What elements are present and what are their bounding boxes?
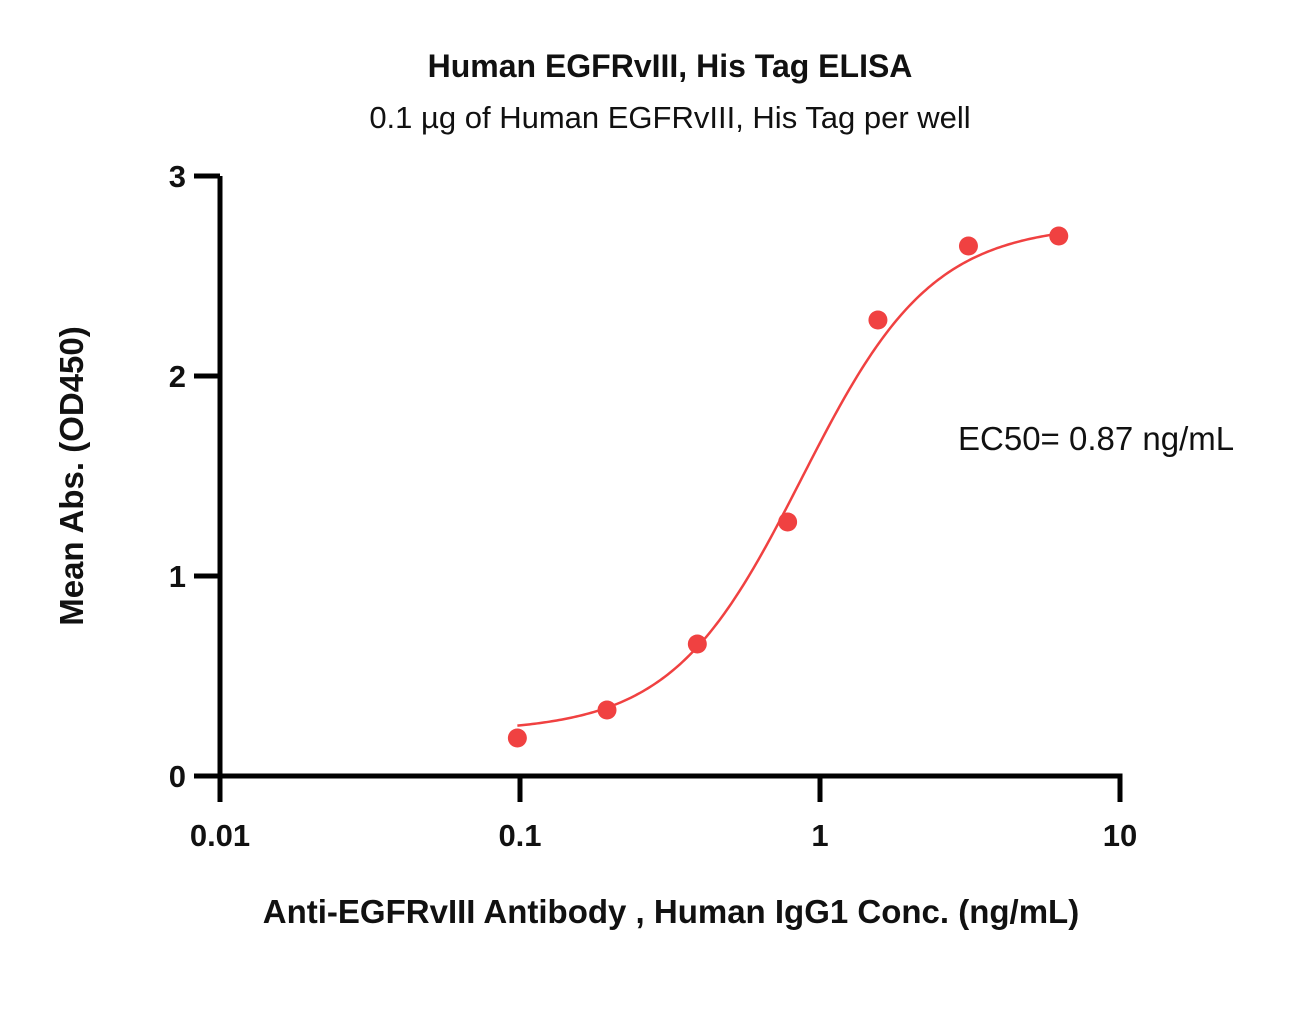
y-tick-label: 2 bbox=[169, 359, 186, 394]
data-point bbox=[1049, 226, 1069, 246]
data-point bbox=[958, 236, 978, 256]
axes: 0 1 2 3 0.01 0.1 1 10 bbox=[169, 159, 1137, 853]
fit-curve bbox=[517, 232, 1059, 727]
chart-title: Human EGFRvIII, His Tag ELISA bbox=[427, 48, 913, 84]
data-point bbox=[597, 700, 617, 720]
data-point bbox=[687, 634, 707, 654]
y-tick-label: 1 bbox=[169, 559, 186, 594]
x-tick-label: 1 bbox=[811, 818, 828, 853]
data-point bbox=[778, 512, 798, 532]
data-points bbox=[507, 226, 1069, 748]
x-tick-label: 10 bbox=[1103, 818, 1137, 853]
chart-subtitle: 0.1 µg of Human EGFRvIII, His Tag per we… bbox=[369, 100, 971, 135]
x-axis-label: Anti-EGFRvIII Antibody , Human IgG1 Conc… bbox=[262, 893, 1080, 930]
ec50-annotation: EC50= 0.87 ng/mL bbox=[958, 420, 1235, 457]
x-tick-label: 0.1 bbox=[498, 818, 541, 853]
x-tick-label: 0.01 bbox=[190, 818, 250, 853]
data-point bbox=[507, 728, 527, 748]
y-tick-label: 0 bbox=[169, 759, 186, 794]
y-tick-label: 3 bbox=[169, 159, 186, 194]
data-point bbox=[868, 310, 888, 330]
fit-curve-group bbox=[517, 232, 1059, 727]
